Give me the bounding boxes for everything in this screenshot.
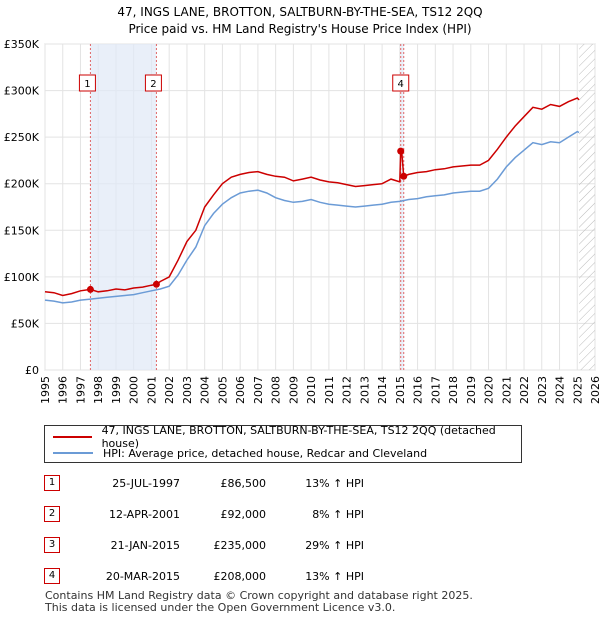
sale-date: 25-JUL-1997 (112, 477, 180, 490)
sale-label-box (392, 74, 410, 92)
sale-price: £86,500 (220, 477, 267, 490)
footer-line-2: This data is licensed under the Open Gov… (45, 601, 396, 614)
y-tick-label: £0 (25, 364, 39, 377)
x-tick-label: 2023 (536, 376, 549, 404)
shaded-period (90, 44, 157, 370)
x-tick-label: 2008 (270, 376, 283, 404)
sale-label-text: 1 (84, 79, 90, 90)
y-tick-label: £200K (4, 178, 40, 191)
sale-point-2 (152, 280, 160, 288)
x-tick-label: 2020 (483, 376, 496, 404)
y-tick-label: £250K (4, 131, 40, 144)
chart-subtitle: Price paid vs. HM Land Registry's House … (128, 22, 471, 36)
sale-price: £92,000 (220, 508, 267, 521)
footer-notice: Contains HM Land Registry data © Crown c… (45, 590, 473, 614)
price-chart: 47, INGS LANE, BROTTON, SALTBURN-BY-THE-… (4, 5, 600, 404)
x-tick-label: 2012 (341, 376, 354, 404)
y-tick-label: £350K (4, 38, 40, 51)
legend: 47, INGS LANE, BROTTON, SALTBURN-BY-THE-… (44, 424, 522, 463)
sale-number-badge: 4 (44, 568, 60, 584)
legend-label-hpi: HPI: Average price, detached house, Redc… (103, 446, 428, 460)
x-tick-label: 2004 (199, 376, 212, 404)
x-tick-label: 2026 (589, 376, 600, 404)
shaded-period (400, 44, 404, 370)
x-tick-label: 1995 (39, 376, 52, 404)
x-tick-label: 1999 (110, 376, 123, 404)
x-tick-label: 2002 (163, 376, 176, 404)
x-tick-label: 2001 (145, 376, 158, 404)
x-tick-label: 1998 (92, 376, 105, 404)
sale-label-box (144, 74, 162, 92)
sale-price: £235,000 (213, 539, 267, 552)
footer-line-1: Contains HM Land Registry data © Crown c… (45, 589, 473, 602)
legend-item-hpi: HPI: Average price, detached house, Redc… (53, 445, 427, 461)
y-tick-label: £150K (4, 224, 40, 237)
sale-label-text: 2 (150, 79, 156, 90)
y-tick-label: £300K (4, 85, 40, 98)
x-tick-label: 2015 (394, 376, 407, 404)
property-series-line (44, 97, 580, 297)
x-tick-label: 2022 (518, 376, 531, 404)
sale-number-badge: 3 (44, 537, 60, 553)
x-tick-label: 1996 (57, 376, 70, 404)
x-tick-label: 2024 (554, 376, 567, 404)
x-tick-label: 2006 (234, 376, 247, 404)
sale-price: £208,000 (213, 570, 267, 583)
sale-date: 20-MAR-2015 (105, 570, 180, 583)
x-tick-label: 1997 (74, 376, 87, 404)
sale-hpi-diff: 8% ↑ HPI (312, 508, 364, 521)
x-tick-label: 2017 (429, 376, 442, 404)
sale-hpi-diff: 29% ↑ HPI (305, 539, 364, 552)
table-row: 3 21-JAN-2015 £235,000 29% ↑ HPI (44, 535, 424, 555)
x-tick-label: 2025 (571, 376, 584, 404)
sale-label-box (78, 74, 96, 92)
legend-swatch-property (53, 436, 92, 438)
table-row: 2 12-APR-2001 £92,000 8% ↑ HPI (44, 504, 424, 524)
sale-number-badge: 1 (44, 475, 60, 491)
chart-title: 47, INGS LANE, BROTTON, SALTBURN-BY-THE-… (117, 5, 482, 19)
x-tick-label: 2016 (412, 376, 425, 404)
sale-label-text: 4 (398, 79, 404, 90)
forecast-hatch (579, 44, 595, 370)
sale-hpi-diff: 13% ↑ HPI (305, 570, 364, 583)
x-tick-label: 2011 (323, 376, 336, 404)
sale-point-1 (86, 285, 94, 293)
x-tick-label: 2009 (287, 376, 300, 404)
x-tick-label: 2014 (376, 376, 389, 404)
table-row: 1 25-JUL-1997 £86,500 13% ↑ HPI (44, 473, 424, 493)
y-tick-label: £50K (11, 317, 40, 330)
table-row: 4 20-MAR-2015 £208,000 13% ↑ HPI (44, 566, 424, 586)
x-tick-label: 2010 (305, 376, 318, 404)
x-tick-label: 2018 (447, 376, 460, 404)
sale-number-badge: 2 (44, 506, 60, 522)
sale-date: 12-APR-2001 (108, 508, 180, 521)
y-tick-label: £100K (4, 271, 40, 284)
hpi-series-line (44, 130, 580, 304)
sale-date: 21-JAN-2015 (110, 539, 180, 552)
sale-point-3 (397, 147, 405, 155)
legend-item-property: 47, INGS LANE, BROTTON, SALTBURN-BY-THE-… (53, 424, 521, 450)
sale-hpi-diff: 13% ↑ HPI (305, 477, 364, 490)
sale-point-4 (400, 172, 408, 180)
x-tick-label: 2019 (465, 376, 478, 404)
x-tick-label: 2021 (500, 376, 513, 404)
legend-label-property: 47, INGS LANE, BROTTON, SALTBURN-BY-THE-… (101, 424, 496, 450)
x-tick-label: 2003 (181, 376, 194, 404)
x-tick-label: 2013 (358, 376, 371, 404)
x-tick-label: 2007 (252, 376, 265, 404)
x-tick-label: 2000 (128, 376, 141, 404)
legend-swatch-hpi (53, 452, 93, 454)
x-tick-label: 2005 (216, 376, 229, 404)
